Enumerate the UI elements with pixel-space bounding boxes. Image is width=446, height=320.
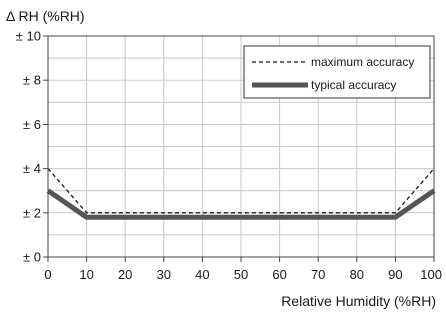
series-line-typical-accuracy [46, 188, 436, 220]
y-tick-label: ± 4 [23, 161, 41, 176]
y-tick-label: ± 8 [23, 73, 41, 88]
y-tick-label: ± 10 [16, 29, 41, 44]
legend-box [243, 45, 431, 99]
legend: maximum accuracy typical accuracy [243, 45, 431, 99]
series-line-maximum-accuracy [47, 168, 435, 214]
x-tick-label: 30 [157, 267, 171, 282]
legend-label-typical-accuracy: typical accuracy [311, 78, 396, 92]
x-tick-label: 100 [420, 267, 442, 282]
tick-labels: ± 0 ± 2 ± 4 ± 6 ± 8 ± 10 0 10 20 30 40 50 60 70 80 90 10… [16, 29, 442, 283]
x-tick-label: 90 [388, 267, 402, 282]
x-tick-label: 20 [118, 267, 132, 282]
legend-label-maximum-accuracy: maximum accuracy [311, 55, 414, 69]
x-axis-title: Relative Humidity (%RH) [281, 293, 436, 309]
y-tick-label: ± 2 [23, 205, 41, 220]
y-tick-label: ± 0 [23, 250, 41, 265]
series-lines [46, 168, 436, 220]
x-tick-label: 70 [311, 267, 325, 282]
x-tick-label: 0 [44, 267, 51, 282]
x-tick-label: 40 [195, 267, 209, 282]
x-tick-label: 10 [79, 267, 93, 282]
x-tick-label: 60 [272, 267, 286, 282]
x-tick-label: 50 [234, 267, 248, 282]
y-tick-label: ± 6 [23, 117, 41, 132]
x-tick-label: 80 [350, 267, 364, 282]
y-axis-title: Δ RH (%RH) [6, 8, 85, 24]
